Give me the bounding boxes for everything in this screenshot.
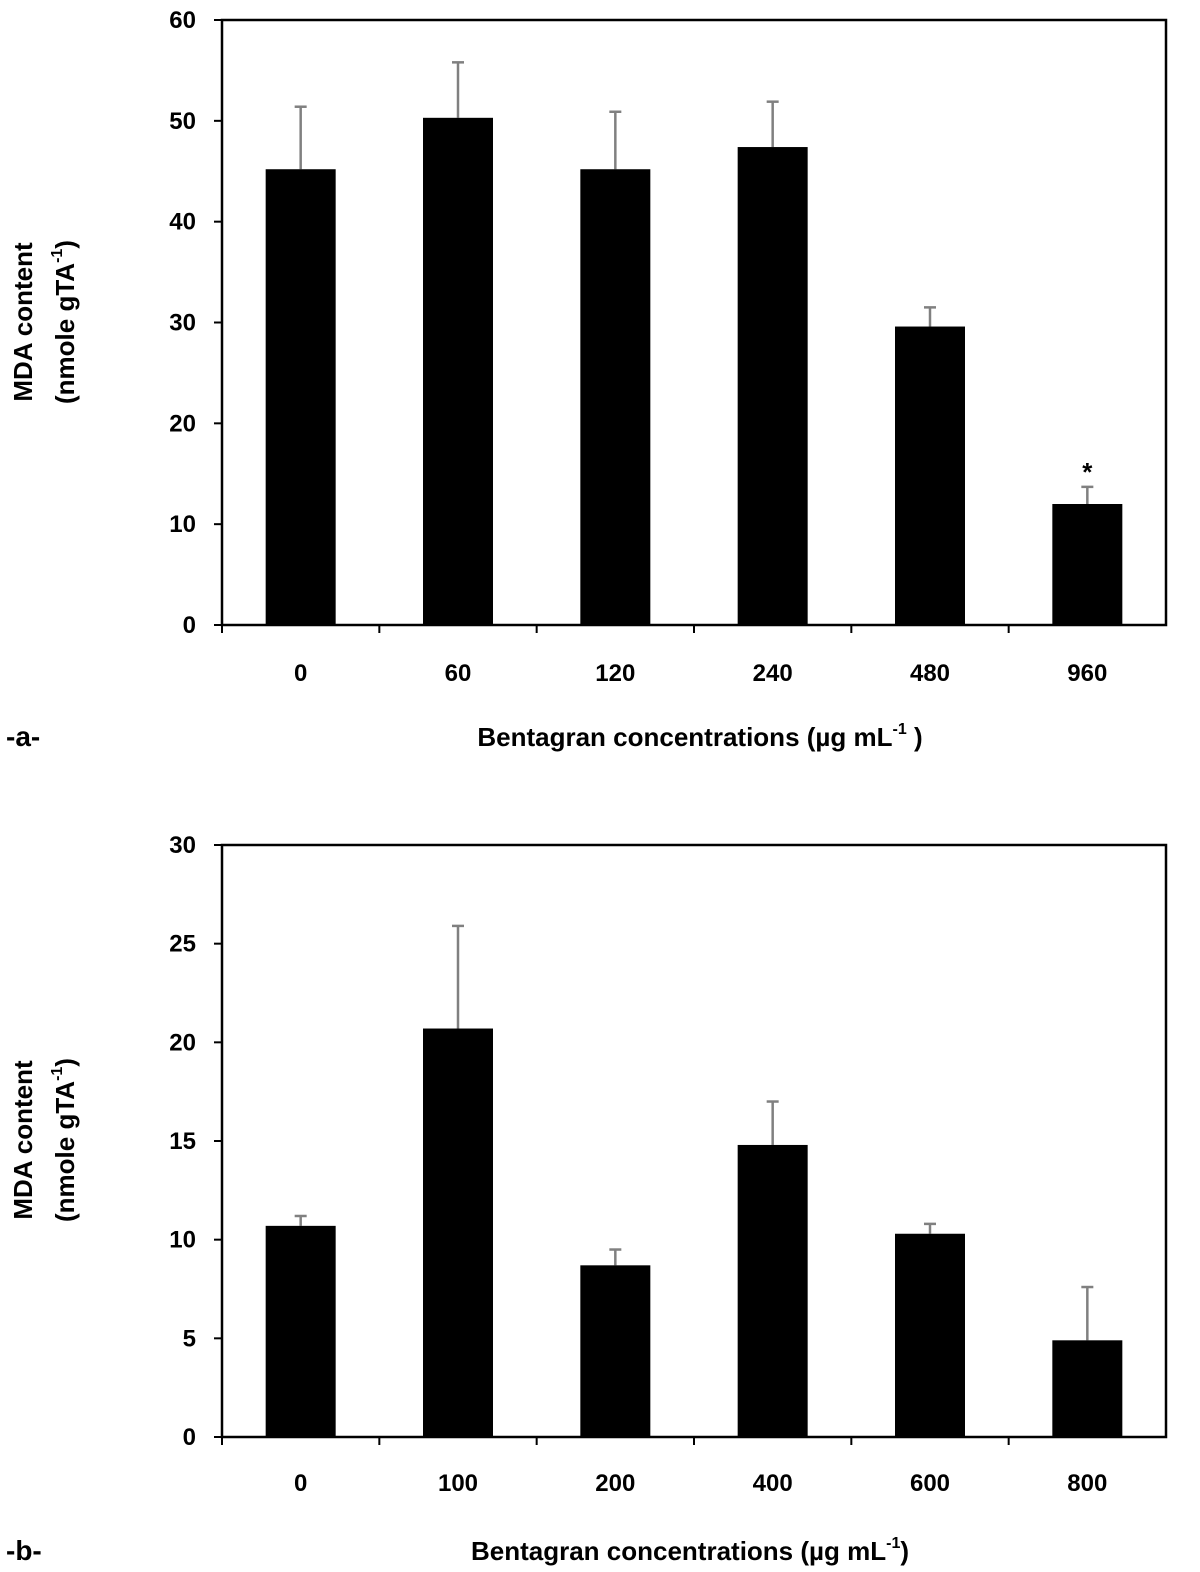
bar-240 <box>737 147 808 626</box>
x-tick-label: 480 <box>910 660 950 687</box>
x-tick-label: 400 <box>753 1470 793 1497</box>
panel-label: -b- <box>6 1535 42 1566</box>
y-tick-label: 5 <box>183 1325 196 1352</box>
x-tick-label: 800 <box>1067 1470 1107 1497</box>
chart-panel-b: 0 5 10 15 20 25 30 0 100 200 400 600 800 Bentagran co… <box>6 832 1168 1566</box>
bar-960 <box>1052 504 1123 625</box>
x-tick-label: 0 <box>294 660 307 687</box>
plot-frame <box>220 843 1168 1439</box>
y-axis-label-line2: (nmole gTA-1) <box>49 1058 80 1222</box>
y-tick-label: 25 <box>169 931 196 958</box>
panel-label: -a- <box>6 721 40 752</box>
y-tick-label: 50 <box>169 108 196 135</box>
x-tick-label: 0 <box>294 1470 307 1497</box>
x-axis-label: Bentagran concentrations (µg mL-1) <box>471 1535 909 1566</box>
y-tick-label: 40 <box>169 209 196 236</box>
y-tick-label: 60 <box>169 7 196 34</box>
significance-marker: * <box>1082 457 1093 487</box>
y-tick-label: 30 <box>169 310 196 337</box>
y-axis-label-line1: MDA content <box>8 1060 38 1220</box>
y-tick-label: 20 <box>169 1029 196 1056</box>
y-tick-label: 20 <box>169 410 196 437</box>
x-tick-label: 120 <box>595 660 635 687</box>
x-tick-label: 960 <box>1067 660 1107 687</box>
bar-480 <box>895 326 965 625</box>
y-tick-label: 10 <box>169 511 196 538</box>
x-axis-label: Bentagran concentrations (µg mL-1 ) <box>477 721 922 752</box>
bar-800 <box>1052 1340 1123 1437</box>
x-tick-label: 200 <box>595 1470 635 1497</box>
y-tick-label: 15 <box>169 1128 196 1155</box>
chart-panel-a: 0 10 20 30 40 50 60 0 60 120 240 480 960 * Bentagran c… <box>6 7 1168 752</box>
bar-400 <box>737 1144 808 1437</box>
x-tick-label: 600 <box>910 1470 950 1497</box>
bar-0 <box>265 169 336 625</box>
bar-100 <box>423 1028 493 1437</box>
y-axis-label-line1: MDA content <box>8 242 38 402</box>
plot-frame <box>220 18 1168 627</box>
y-tick-label: 10 <box>169 1227 196 1254</box>
bar-60 <box>423 117 493 625</box>
x-tick-label: 100 <box>438 1470 478 1497</box>
bar-200 <box>580 1265 651 1437</box>
bar-600 <box>895 1233 965 1437</box>
x-tick-label: 60 <box>445 660 472 687</box>
y-tick-label: 0 <box>183 1424 196 1451</box>
bar-0 <box>265 1225 336 1437</box>
x-tick-label: 240 <box>753 660 793 687</box>
y-tick-label: 30 <box>169 832 196 859</box>
bar-120 <box>580 169 651 625</box>
y-tick-label: 0 <box>183 612 196 639</box>
y-axis-label-line2: (nmole gTA-1) <box>49 240 80 404</box>
